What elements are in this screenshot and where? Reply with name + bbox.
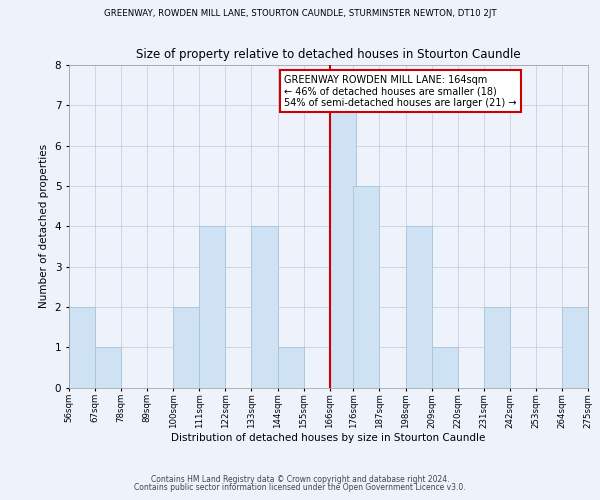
X-axis label: Distribution of detached houses by size in Stourton Caundle: Distribution of detached houses by size … [172, 434, 485, 444]
Bar [353, 186, 379, 388]
Bar [278, 347, 304, 388]
Bar [406, 226, 431, 388]
Bar [484, 307, 510, 388]
Text: GREENWAY ROWDEN MILL LANE: 164sqm
← 46% of detached houses are smaller (18)
54% : GREENWAY ROWDEN MILL LANE: 164sqm ← 46% … [284, 74, 517, 108]
Text: GREENWAY, ROWDEN MILL LANE, STOURTON CAUNDLE, STURMINSTER NEWTON, DT10 2JT: GREENWAY, ROWDEN MILL LANE, STOURTON CAU… [104, 9, 496, 18]
Text: Contains public sector information licensed under the Open Government Licence v3: Contains public sector information licen… [134, 483, 466, 492]
Bar [431, 347, 458, 388]
Bar [562, 307, 588, 388]
Y-axis label: Number of detached properties: Number of detached properties [39, 144, 49, 308]
Bar [251, 226, 278, 388]
Bar [95, 347, 121, 388]
Bar [329, 106, 356, 388]
Title: Size of property relative to detached houses in Stourton Caundle: Size of property relative to detached ho… [136, 48, 521, 61]
Bar [199, 226, 226, 388]
Bar [69, 307, 95, 388]
Text: Contains HM Land Registry data © Crown copyright and database right 2024.: Contains HM Land Registry data © Crown c… [151, 475, 449, 484]
Bar [173, 307, 199, 388]
